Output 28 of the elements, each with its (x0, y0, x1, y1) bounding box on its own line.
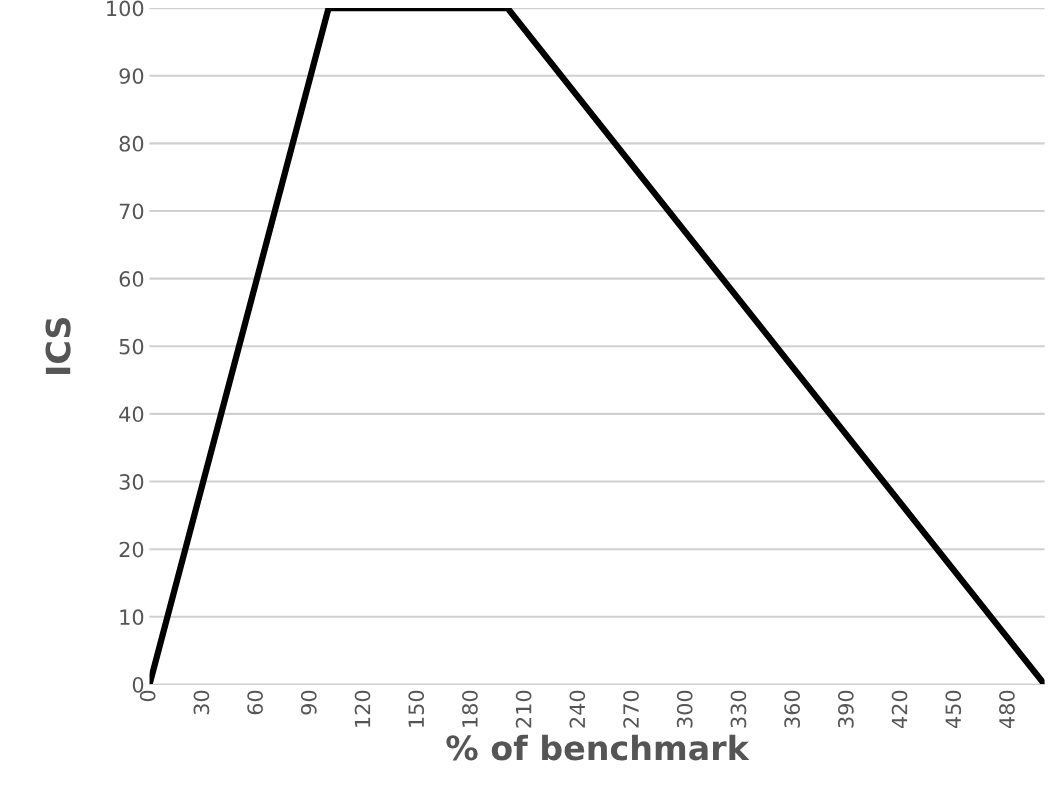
y-tick-label: 50 (119, 338, 144, 355)
y-tick-label: 100 (107, 0, 144, 17)
y-tick-label: 70 (119, 203, 144, 220)
y-tick-label: 10 (120, 609, 144, 626)
x-tick-label: 420 (891, 690, 908, 729)
x-tick-label: 360 (784, 690, 801, 728)
y-tick-label: 20 (119, 541, 144, 558)
x-tick-label: 240 (569, 690, 586, 728)
x-tick-label: 300 (676, 690, 693, 728)
x-tick-label: 390 (837, 690, 854, 728)
x-tick-label: 330 (730, 690, 747, 728)
x-tick-label: 210 (515, 690, 532, 728)
x-tick-label: 30 (193, 690, 210, 715)
x-axis-title: % of benchmark (446, 734, 750, 761)
y-tick-label: 30 (119, 474, 144, 490)
y-axis-title: ICS (45, 317, 71, 374)
x-tick-label: 270 (623, 690, 639, 728)
x-tick-label: 450 (945, 690, 962, 729)
x-tick-label: 480 (999, 690, 1015, 729)
y-tick-label: 40 (119, 406, 144, 423)
y-tick-label: 90 (119, 68, 144, 84)
y-tick-label: 80 (119, 135, 144, 152)
x-tick-label: 150 (408, 690, 425, 727)
x-tick-label: 180 (462, 690, 478, 727)
x-tick-label: 60 (247, 690, 263, 715)
x-tick-label: 120 (354, 690, 371, 727)
y-tick-label: 60 (119, 271, 144, 287)
x-tick-label: 90 (300, 690, 317, 715)
